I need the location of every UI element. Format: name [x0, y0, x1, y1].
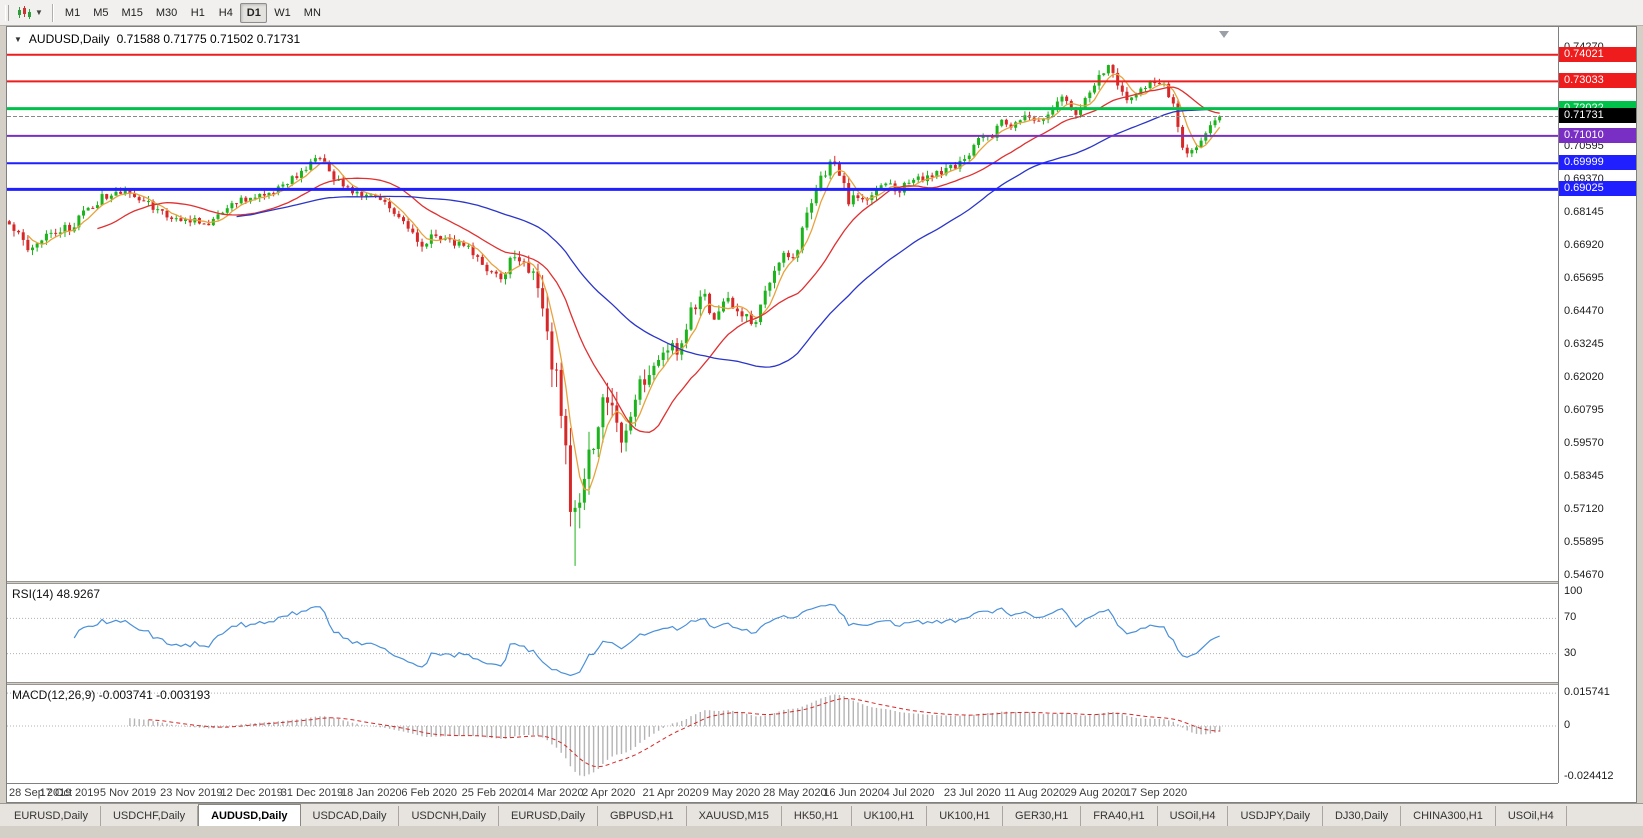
date-axis-label: 17 Sep 2020	[1124, 787, 1188, 799]
rsi-panel-canvas[interactable]	[7, 584, 1558, 682]
chart-tab-usdjpy-daily[interactable]: USDJPY,Daily	[1228, 806, 1323, 826]
price-axis-label: 0.63245	[1564, 338, 1604, 351]
macd-label: MACD(12,26,9) -0.003741 -0.003193	[12, 688, 211, 702]
price-axis-label: 0.70595	[1564, 140, 1604, 153]
top-toolbar: ▼ M1 M5 M15 M30 H1 H4 D1 W1 MN	[0, 0, 1643, 26]
date-axis-label: 6 Feb 2020	[401, 787, 457, 799]
timeframe-button-d1[interactable]: D1	[240, 2, 268, 23]
timeframe-button-mn[interactable]: MN	[303, 6, 321, 19]
date-axis[interactable]: 28 Sep 2019 17 Oct 2019 5 Nov 2019 23 Nov 2…	[7, 783, 1558, 802]
timeframe-button-w1[interactable]: W1	[274, 6, 291, 19]
timeframe-button-h1[interactable]: H1	[190, 6, 205, 19]
rsi-axis-label: 70	[1564, 611, 1577, 624]
price-axis-label: 0.60795	[1564, 404, 1604, 417]
date-axis-label: 14 Mar 2020	[521, 787, 584, 799]
date-axis-label: 25 Feb 2020	[461, 787, 524, 799]
chart-tab-gbpusd-h1[interactable]: GBPUSD,H1	[598, 806, 687, 826]
price-line-label: 0.71010	[1559, 127, 1636, 143]
chart-type-icon[interactable]: ▼	[14, 4, 46, 21]
date-axis-label: 21 Apr 2020	[642, 787, 702, 799]
price-axis-label: 0.59570	[1564, 437, 1604, 450]
chart-tab-eurusd-daily[interactable]: EURUSD,Daily	[499, 806, 598, 826]
chart-tab-uk100-h1[interactable]: UK100,H1	[927, 806, 1004, 826]
date-axis-label: 9 May 2020	[702, 787, 761, 799]
rsi-axis-label: 30	[1564, 646, 1577, 659]
date-axis-label: 31 Dec 2019	[280, 787, 344, 799]
price-axis-label: 0.54670	[1564, 569, 1604, 582]
macd-axis-label: -0.024412	[1564, 770, 1614, 783]
chart-title: ▼ AUDUSD,Daily 0.71588 0.71775 0.71502 0…	[14, 32, 300, 46]
chart-tab-fra40-h1[interactable]: FRA40,H1	[1081, 806, 1158, 826]
dropdown-arrow-icon[interactable]: ▼	[35, 8, 43, 17]
date-axis-label: 12 Dec 2019	[220, 787, 283, 799]
price-chart-canvas[interactable]	[7, 27, 1558, 581]
chart-shift-marker[interactable]	[1219, 31, 1229, 38]
timeframe-button-m15[interactable]: M15	[121, 6, 143, 19]
macd-panel-canvas[interactable]	[7, 685, 1558, 783]
price-axis-label: 0.57120	[1564, 503, 1604, 516]
chart-tab-xauusd-m15[interactable]: XAUUSD,M15	[687, 806, 782, 826]
chart-tab-usdcnh-daily[interactable]: USDCNH,Daily	[399, 806, 500, 826]
date-axis-label: 29 Aug 2020	[1064, 787, 1127, 799]
chart-tab-uk100-h1[interactable]: UK100,H1	[852, 806, 928, 826]
chart-tab-hk50-h1[interactable]: HK50,H1	[782, 806, 852, 826]
macd-axis-label: 0.015741	[1564, 686, 1610, 699]
timeframe-button-m5[interactable]: M5	[93, 6, 109, 19]
price-axis-label: 0.55895	[1564, 536, 1604, 549]
chart-tab-usoil-h4[interactable]: USOil,H4	[1496, 806, 1567, 826]
price-axis-label: 0.65695	[1564, 272, 1604, 285]
price-axis-label: 0.58345	[1564, 470, 1604, 483]
chart-tab-audusd-daily[interactable]: AUDUSD,Daily	[198, 804, 301, 826]
price-line-label: 0.73033	[1559, 73, 1636, 89]
chart-tab-usdcad-daily[interactable]: USDCAD,Daily	[301, 806, 400, 826]
price-line-label: 0.69999	[1559, 155, 1636, 171]
price-axis[interactable]: 0.742700.730450.718200.705950.693700.681…	[1558, 27, 1636, 783]
timeframes-toolbar: M1 M5 M15 M30 H1 H4 D1 W1 MN	[59, 2, 327, 23]
date-axis-label: 16 Jun 2020	[823, 787, 884, 799]
date-axis-label: 17 Oct 2019	[39, 787, 100, 799]
date-axis-label: 28 May 2020	[763, 787, 827, 799]
chart-tab-usdchf-daily[interactable]: USDCHF,Daily	[101, 806, 199, 826]
date-axis-label: 28 Sep 2019	[9, 787, 72, 799]
timeframe-button-h4[interactable]: H4	[218, 6, 233, 19]
date-axis-label: 4 Jul 2020	[883, 787, 935, 799]
rsi-axis-label: 100	[1564, 585, 1583, 597]
price-line-label: 0.74021	[1559, 46, 1636, 62]
timeframe-button-m1[interactable]: M1	[64, 6, 81, 19]
date-axis-label: 11 Aug 2020	[1004, 787, 1066, 799]
chart-tab-ger30-h1[interactable]: GER30,H1	[1003, 806, 1082, 826]
chart-tabs-bar: EURUSD,Daily USDCHF,Daily AUDUSD,Daily USDC…	[0, 803, 1643, 826]
timeframe-button-m30[interactable]: M30	[155, 6, 178, 19]
toolbar-grip[interactable]	[5, 4, 9, 21]
panel-separator[interactable]	[7, 581, 1636, 584]
chart-tab-dj30-daily[interactable]: DJ30,Daily	[1323, 806, 1402, 826]
date-axis-label: 23 Jul 2020	[943, 787, 1001, 799]
chart-window: ▼ AUDUSD,Daily 0.71588 0.71775 0.71502 0…	[6, 26, 1637, 803]
ohlc-values: 0.71588 0.71775 0.71502 0.71731	[116, 32, 301, 46]
collapse-arrow-icon[interactable]: ▼	[14, 34, 22, 44]
date-axis-label: 2 Apr 2020	[582, 787, 636, 799]
symbol-name: AUDUSD,Daily	[28, 32, 110, 46]
chart-tab-eurusd-daily[interactable]: EURUSD,Daily	[2, 806, 101, 826]
mini-candlestick-icon	[18, 6, 31, 19]
panel-separator[interactable]	[7, 682, 1636, 685]
date-axis-label: 23 Nov 2019	[160, 787, 223, 799]
chart-tab-china300-h1[interactable]: CHINA300,H1	[1401, 806, 1496, 826]
price-line-label: 0.69025	[1559, 181, 1636, 197]
rsi-label: RSI(14) 48.9267	[12, 587, 101, 601]
price-axis-label: 0.66920	[1564, 239, 1604, 252]
macd-axis-label: 0	[1564, 719, 1571, 731]
chart-tab-usoil-h4[interactable]: USOil,H4	[1158, 806, 1229, 826]
price-axis-label: 0.68145	[1564, 206, 1604, 219]
price-axis-label: 0.64470	[1564, 305, 1604, 318]
date-axis-label: 18 Jan 2020	[341, 787, 402, 799]
toolbar-separator	[51, 3, 53, 22]
price-axis-label: 0.62020	[1564, 371, 1604, 384]
current-price-label: 0.71731	[1559, 108, 1636, 124]
date-axis-label: 5 Nov 2019	[99, 787, 157, 799]
